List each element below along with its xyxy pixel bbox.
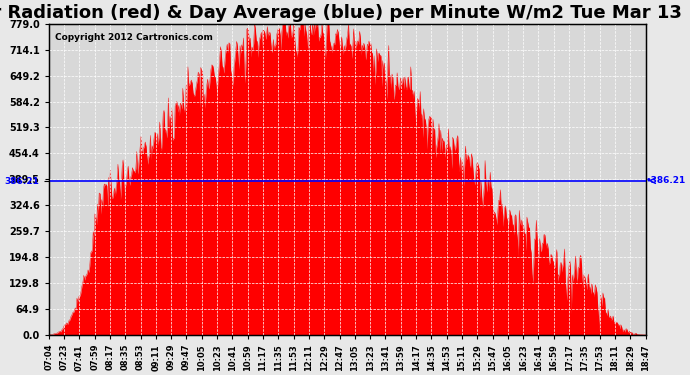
Text: •386.21: •386.21 [646,176,686,185]
Text: Copyright 2012 Cartronics.com: Copyright 2012 Cartronics.com [55,33,213,42]
Title: Solar Radiation (red) & Day Average (blue) per Minute W/m2 Tue Mar 13 18:58: Solar Radiation (red) & Day Average (blu… [0,4,690,22]
